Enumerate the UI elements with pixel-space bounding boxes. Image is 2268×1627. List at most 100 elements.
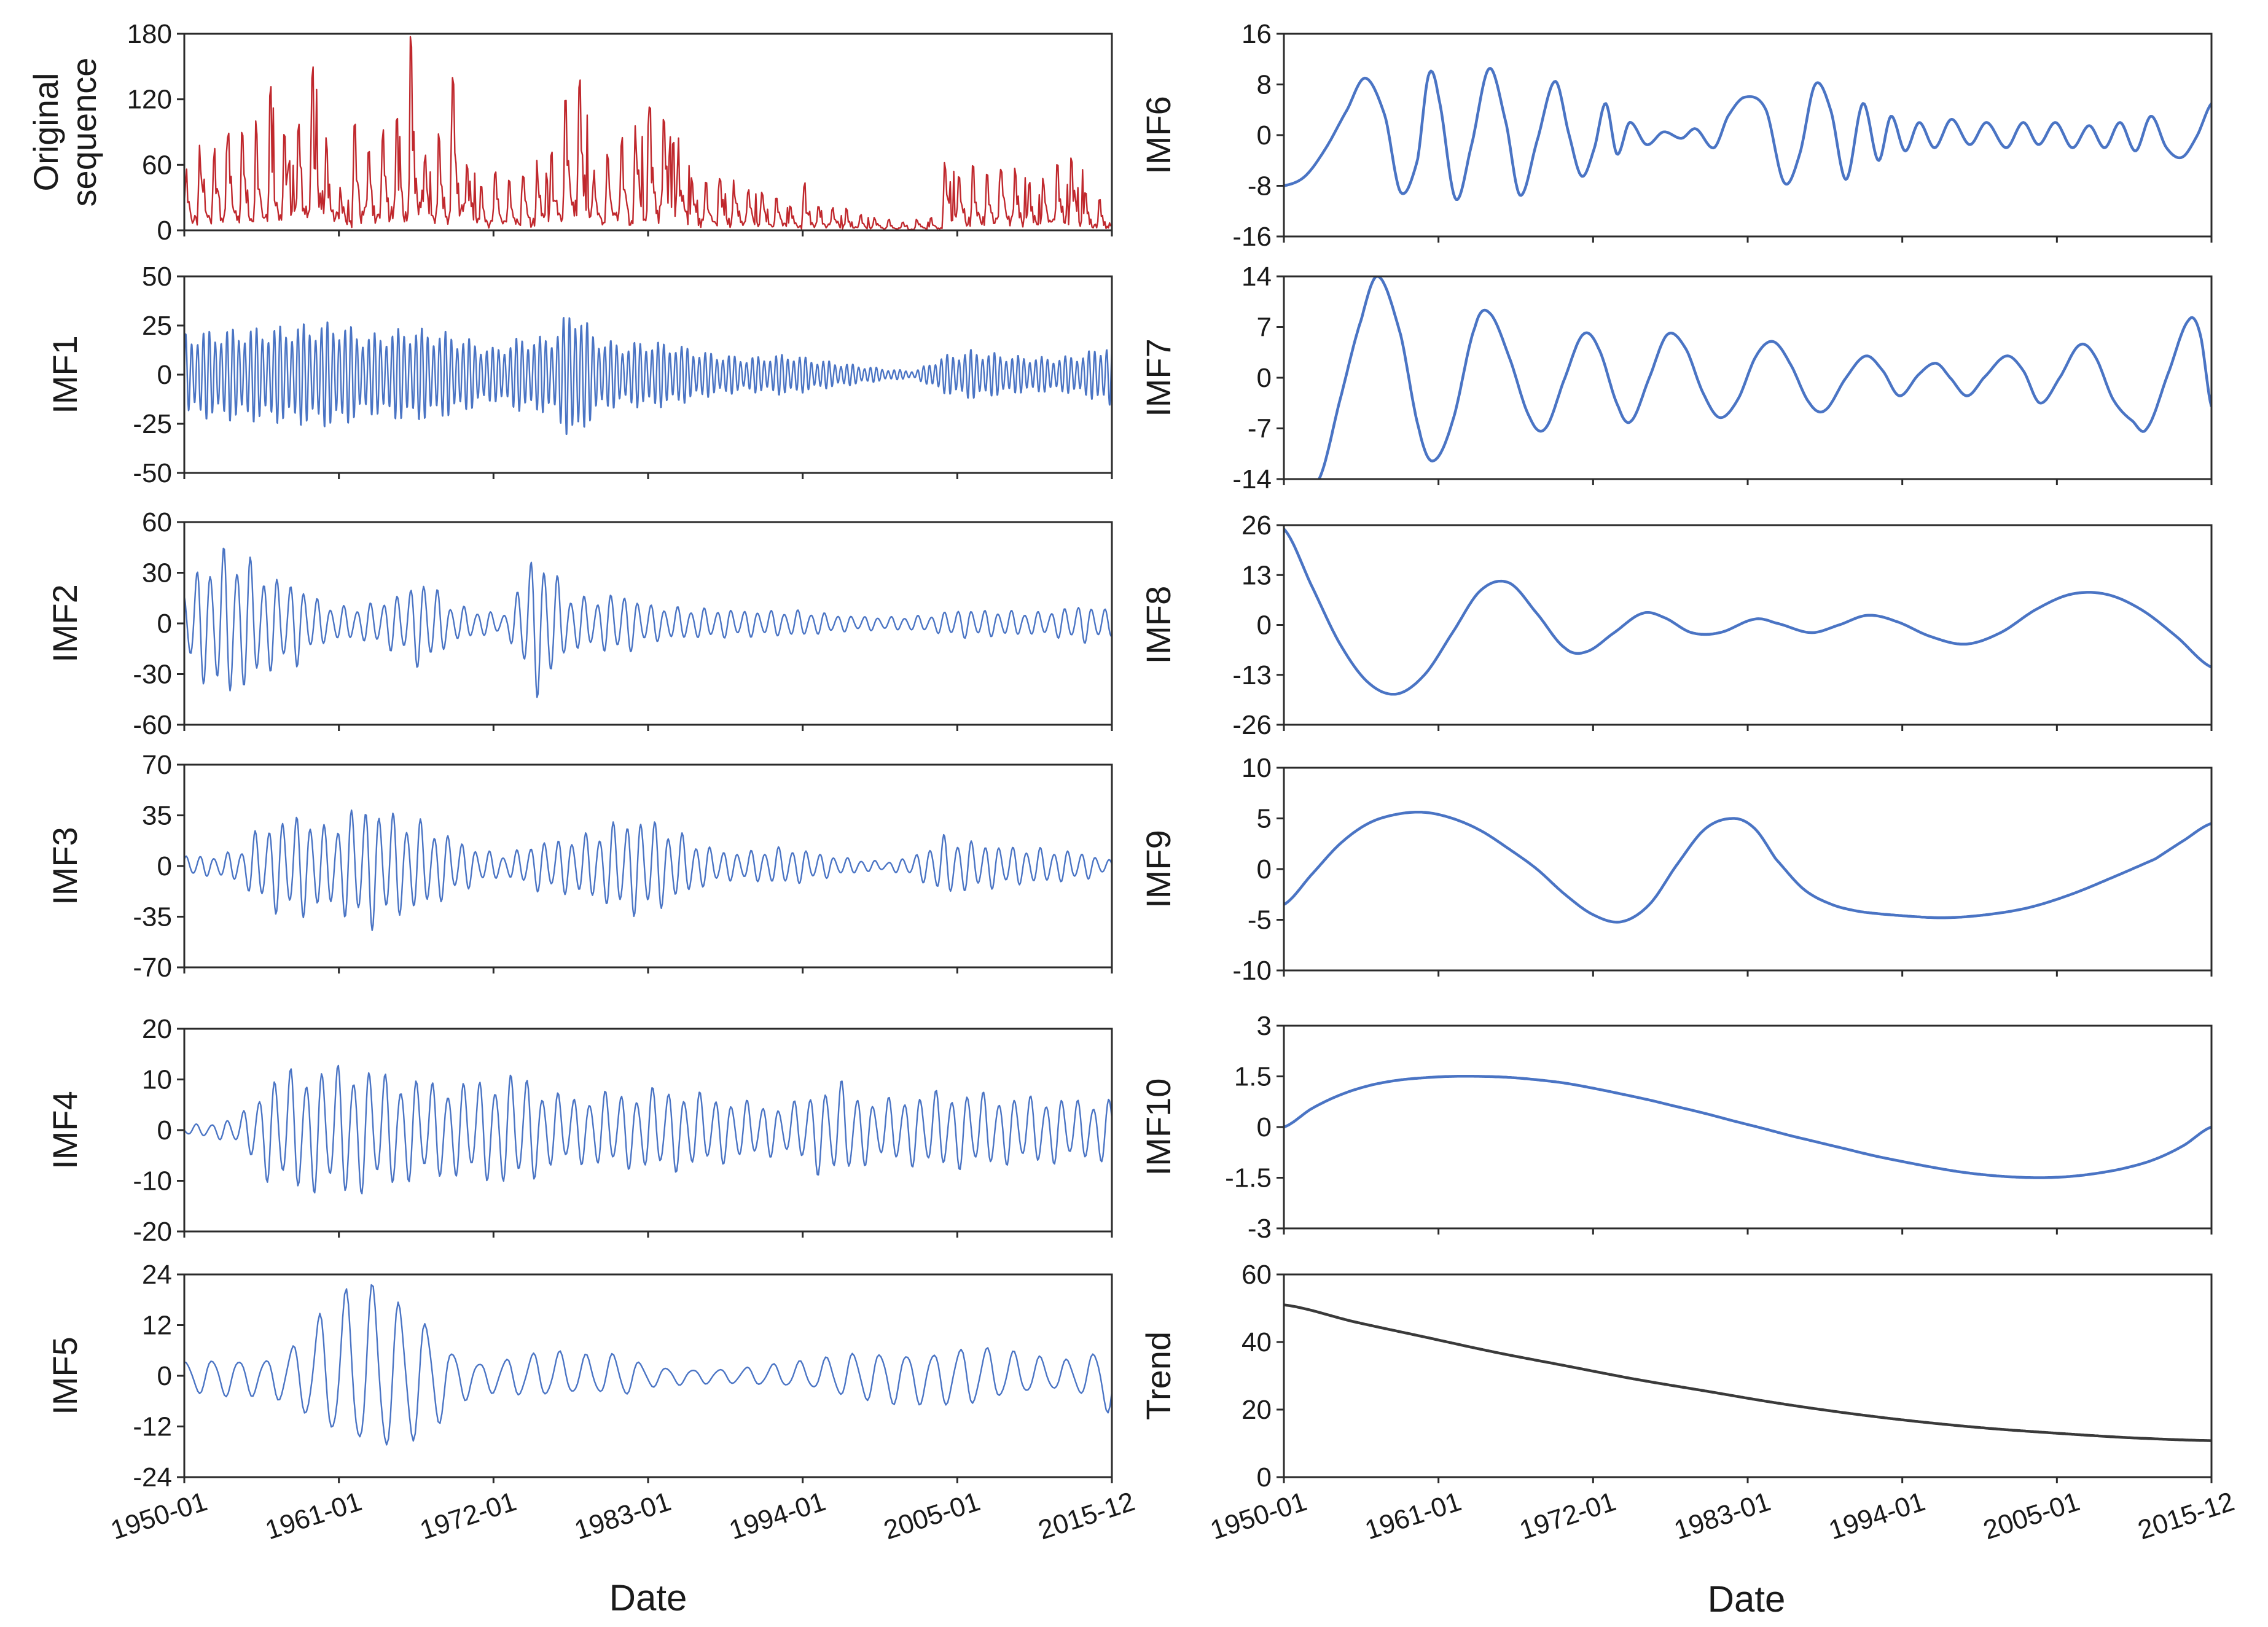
plot-frame-imf8: [1283, 524, 2213, 726]
panel-imf5: -24 -12 0 12 24 IMF5 1950-01 1961-01 1972-01 1983…: [45, 1260, 1138, 1545]
x-tick-label-trend: 1950-01: [1206, 1486, 1310, 1546]
panel-imf1: -50 -25 0 25 50 IMF1: [45, 262, 1113, 488]
y-tick-label-trend: 40: [1242, 1327, 1272, 1357]
y-tick-label-imf1: 25: [142, 311, 172, 341]
x-tick-label-imf5: 1983-01: [571, 1486, 675, 1546]
y-tick-label-imf10: 0: [1257, 1112, 1272, 1142]
series-line-imf3: [184, 809, 1112, 931]
y-tick-label-imf8: 13: [1242, 560, 1272, 590]
series-line-imf4: [184, 1064, 1112, 1195]
y-tick-label-imf2: 0: [157, 609, 172, 639]
y-tick-label-trend: 20: [1242, 1395, 1272, 1425]
y-axis-label-imf10: IMF10: [1139, 1079, 1178, 1176]
y-axis-label-imf4: IMF4: [45, 1091, 84, 1169]
panel-trend: 0 20 40 60 Trend 1950-01 1961-01 1972-01 1983-01…: [1139, 1260, 2238, 1545]
plot-frame-trend: [1283, 1273, 2213, 1478]
y-axis-label-imf9: IMF9: [1139, 830, 1178, 908]
y-tick-label-imf3: -35: [133, 902, 172, 932]
y-tick-label-orig: 60: [142, 150, 172, 180]
y-axis-label-imf6: IMF6: [1139, 96, 1178, 174]
y-tick-label-imf4: -10: [133, 1166, 172, 1196]
y-tick-label-imf2: -60: [133, 710, 172, 740]
y-tick-label-imf3: 70: [142, 750, 172, 780]
y-axis-label-imf5: IMF5: [45, 1336, 84, 1415]
y-tick-label-imf9: 10: [1242, 753, 1272, 783]
y-tick-label-imf8: 26: [1242, 510, 1272, 540]
panel-imf10: -3 -1.5 0 1.5 3 IMF10: [1139, 1011, 2213, 1244]
y-axis-label-imf1: IMF1: [45, 335, 84, 414]
series-line-orig: [184, 36, 1112, 230]
y-tick-label-imf2: 30: [142, 558, 172, 588]
x-tick-label-imf5: 1994-01: [725, 1486, 829, 1546]
x-tick-label-imf5: 2015-12: [1034, 1486, 1138, 1546]
y-tick-label-imf9: -10: [1232, 956, 1272, 986]
plot-frame-imf6: [1283, 33, 2213, 238]
panel-imf9: -10 -5 0 5 10 IMF9: [1139, 753, 2213, 986]
y-axis-label-orig: Original: [26, 73, 65, 192]
series-line-trend: [1284, 1303, 2211, 1442]
panel-imf6: -16 -8 0 8 16 IMF6: [1139, 19, 2213, 252]
panel-imf7: -14 -7 0 7 14 IMF7: [1139, 262, 2213, 494]
y-tick-label-imf3: 0: [157, 851, 172, 881]
y-tick-label-imf10: 3: [1257, 1011, 1272, 1041]
panel-imf3: -70 -35 0 35 70 IMF3: [45, 750, 1113, 983]
y-tick-label-imf4: -20: [133, 1217, 172, 1247]
x-tick-label-trend: 1961-01: [1361, 1486, 1465, 1546]
x-tick-label-trend: 1972-01: [1516, 1486, 1620, 1546]
y-tick-label-imf8: 0: [1257, 611, 1272, 641]
y-tick-label-imf4: 20: [142, 1014, 172, 1044]
y-tick-label-imf4: 10: [142, 1065, 172, 1095]
y-tick-label-imf1: 50: [142, 262, 172, 292]
x-tick-label-imf5: 1972-01: [416, 1486, 520, 1546]
y-tick-label-imf9: 5: [1257, 804, 1272, 834]
x-tick-label-imf5: 2005-01: [880, 1486, 984, 1546]
y-tick-label-imf9: 0: [1257, 854, 1272, 884]
y-tick-label-imf5: -12: [133, 1412, 172, 1442]
series-line-imf7: [1318, 276, 2211, 479]
y-tick-label-trend: 0: [1257, 1462, 1272, 1492]
y-tick-label-imf9: -5: [1248, 905, 1272, 935]
y-tick-label-imf7: 0: [1257, 363, 1272, 393]
series-line-imf9: [1284, 810, 2211, 924]
y-axis-label-orig: sequence: [65, 58, 103, 207]
y-tick-label-orig: 180: [127, 19, 172, 49]
plot-frame-imf3: [183, 763, 1113, 969]
series-line-imf6: [1284, 67, 2211, 201]
y-tick-label-imf2: 60: [142, 507, 172, 537]
y-axis-label-imf8: IMF8: [1139, 586, 1178, 665]
y-axis-label-trend: Trend: [1139, 1332, 1178, 1420]
y-tick-label-imf1: -25: [133, 409, 172, 439]
y-tick-label-imf4: 0: [157, 1115, 172, 1145]
y-tick-label-imf5: 12: [142, 1311, 172, 1341]
y-tick-label-imf3: 35: [142, 801, 172, 831]
y-tick-label-trend: 60: [1242, 1260, 1272, 1290]
y-tick-label-imf10: 1.5: [1234, 1062, 1272, 1092]
series-line-imf8: [1284, 528, 2211, 696]
x-tick-label-trend: 1994-01: [1825, 1486, 1929, 1546]
series-line-imf2: [184, 547, 1112, 698]
y-tick-label-imf7: 14: [1242, 262, 1272, 292]
x-tick-label-imf5: 1950-01: [107, 1486, 211, 1546]
y-tick-label-imf7: -14: [1232, 464, 1272, 494]
y-axis-label-imf3: IMF3: [45, 827, 84, 905]
y-tick-label-orig: 120: [127, 85, 172, 115]
y-tick-label-imf3: -70: [133, 953, 172, 983]
y-tick-label-imf6: 16: [1242, 19, 1272, 49]
series-line-imf5: [184, 1284, 1112, 1446]
y-tick-label-imf8: -26: [1232, 710, 1272, 740]
y-tick-label-orig: 0: [157, 216, 172, 246]
y-tick-label-imf5: -24: [133, 1462, 172, 1492]
y-tick-label-imf5: 0: [157, 1361, 172, 1391]
plot-frame-imf10: [1283, 1024, 2213, 1230]
y-tick-label-imf6: 0: [1257, 120, 1272, 150]
y-tick-label-imf5: 24: [142, 1260, 172, 1290]
series-line-imf1: [184, 317, 1112, 435]
y-tick-label-imf8: -13: [1232, 660, 1272, 690]
y-tick-label-imf2: -30: [133, 660, 172, 690]
panel-imf8: -26 -13 0 13 26 IMF8: [1139, 510, 2213, 740]
y-tick-label-imf1: 0: [157, 360, 172, 390]
x-tick-label-imf5: 1961-01: [262, 1486, 366, 1546]
y-tick-label-imf7: -7: [1248, 414, 1272, 444]
y-tick-label-imf7: 7: [1257, 313, 1272, 343]
